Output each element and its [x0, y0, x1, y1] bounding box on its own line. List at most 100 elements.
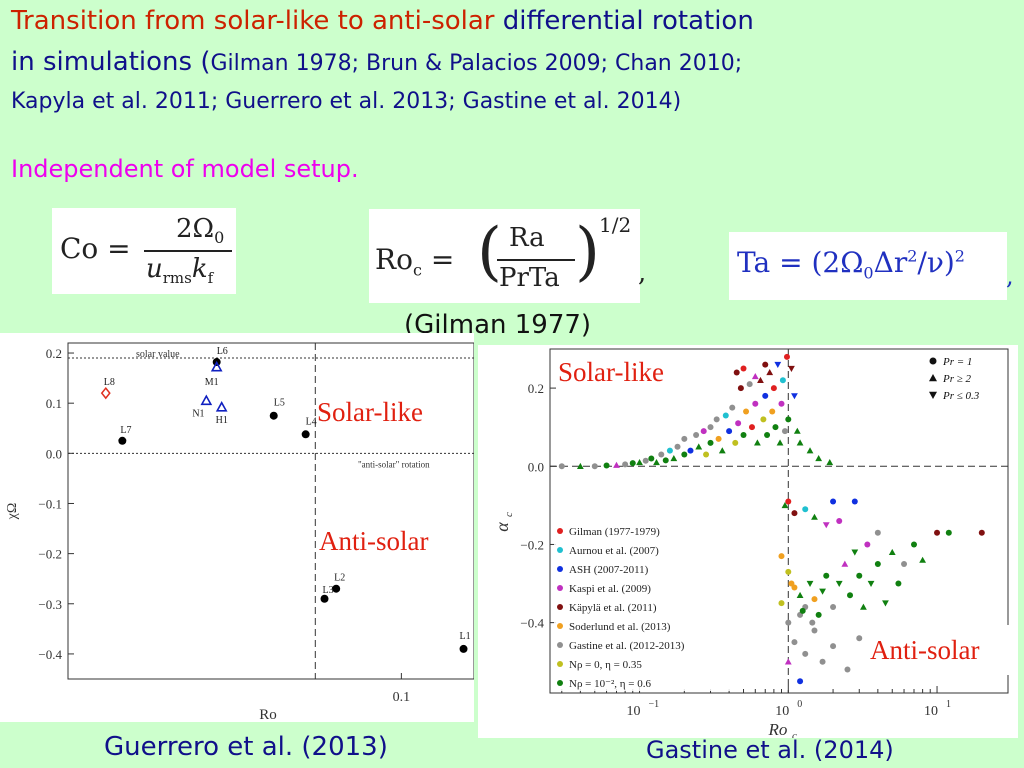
data-point [687, 447, 694, 454]
left-ytick-label: 0.0 [46, 446, 62, 461]
data-point [629, 460, 636, 467]
data-point [851, 549, 859, 556]
right-xlabel-sub: c [792, 730, 797, 738]
ro-denominator: PrTa [499, 263, 560, 293]
point-label-L6: L6 [217, 346, 228, 357]
data-point [693, 432, 700, 438]
co-numerator: 2Ω0 [176, 214, 225, 248]
right-figure: 0.2 0.0 −0.2 −0.4 10 −1 10 0 10 1 Ro c α c Pr = 1 Pr ≥… [478, 345, 1018, 742]
data-point [819, 588, 826, 595]
data-point [919, 556, 927, 563]
left-ytick-label: −0.3 [38, 597, 62, 612]
data-point [576, 462, 584, 469]
data-point [772, 424, 779, 431]
right-ytick-label: −0.4 [520, 616, 544, 631]
data-point [791, 639, 798, 646]
data-point [830, 643, 837, 650]
data-point [978, 529, 985, 536]
data-point [815, 611, 822, 618]
data-point [722, 412, 729, 419]
data-point [781, 501, 789, 509]
data-point [856, 635, 863, 642]
title-line-2-b: Gilman 1978; Brun & Palacios 2009; Chan … [210, 51, 743, 76]
data-point [776, 439, 784, 446]
data-point [743, 408, 750, 415]
data-point [740, 432, 747, 438]
data-point [791, 393, 798, 400]
legend-marker-label: Pr = 1 [942, 356, 972, 368]
caption-gastine: Gastine et al. (2014) [646, 736, 894, 764]
data-point [613, 461, 620, 468]
data-point [811, 627, 818, 634]
legend-series-label: Käpylä et al. (2011) [569, 602, 657, 614]
data-point [788, 580, 795, 587]
legend-series-marker [557, 566, 563, 572]
data-point [653, 458, 660, 466]
point-label-L5: L5 [274, 398, 285, 409]
legend-series-marker [557, 680, 563, 686]
point-label-L7: L7 [120, 425, 131, 436]
data-point [796, 591, 804, 598]
left-ytick-label: 0.2 [46, 346, 62, 361]
data-point [796, 439, 804, 446]
data-point [779, 377, 786, 384]
data-point [762, 392, 769, 399]
point-L7 [118, 436, 127, 445]
point-L1 [459, 644, 468, 653]
right-xlabel: Ro [768, 720, 788, 738]
data-point [844, 666, 851, 673]
equation-ta: Ta = (2Ω0Δr2/ν)2 [729, 232, 1007, 300]
left-solar-like-label: Solar-like [317, 397, 423, 427]
left-ytick-label: −0.1 [38, 496, 62, 511]
legend-marker [929, 391, 937, 399]
ta-trailing-comma: , [1006, 262, 1014, 290]
data-point [934, 529, 941, 536]
data-point [713, 416, 720, 423]
data-point [830, 498, 837, 505]
data-point [757, 376, 764, 383]
data-point [558, 463, 565, 470]
data-point [737, 385, 744, 392]
data-point [662, 457, 669, 464]
data-point [882, 600, 889, 607]
ta-formula: Ta = (2Ω0Δr2/ν)2 [737, 246, 965, 283]
data-point [748, 424, 755, 431]
legend-series-label: Aurnou et al. (2007) [569, 545, 659, 557]
left-plot-frame [67, 342, 475, 680]
data-point [754, 439, 761, 446]
point-label-L8: L8 [104, 377, 115, 388]
data-point [774, 361, 782, 369]
left-ytick-label: −0.4 [38, 647, 62, 662]
legend-series-marker [557, 623, 563, 629]
point-label-H1: H1 [216, 415, 228, 426]
point-L2 [332, 584, 341, 593]
data-point [718, 447, 726, 454]
data-point [603, 462, 610, 469]
right-plot-frame [549, 348, 1009, 694]
title-line-3: Kapyla et al. 2011; Guerrero et al. 2013… [11, 89, 682, 114]
data-point [797, 678, 804, 685]
data-point [835, 580, 843, 587]
ro-paren-right: ) [575, 215, 600, 289]
data-point [648, 455, 655, 462]
point-H1 [215, 401, 228, 412]
data-point [822, 522, 830, 529]
data-point [874, 529, 881, 536]
data-point [802, 650, 809, 657]
legend-series-label: ASH (2007-2011) [569, 564, 649, 576]
data-point [826, 458, 834, 466]
data-point [707, 424, 714, 431]
right-xtick-exp: 0 [797, 699, 802, 710]
title-red: Transition from solar-like to anti-solar [11, 6, 495, 36]
point-L3 [320, 594, 329, 603]
right-ytick-label: 0.2 [528, 381, 544, 396]
data-point [778, 400, 785, 407]
data-point [636, 458, 643, 466]
legend-marker [929, 357, 937, 365]
legend-series-label: Gastine et al. (2012-2013) [569, 640, 685, 652]
data-point [791, 510, 798, 517]
data-point [642, 457, 649, 464]
data-point [732, 439, 739, 446]
data-point [799, 607, 806, 614]
co-lhs: Co = [60, 232, 131, 265]
